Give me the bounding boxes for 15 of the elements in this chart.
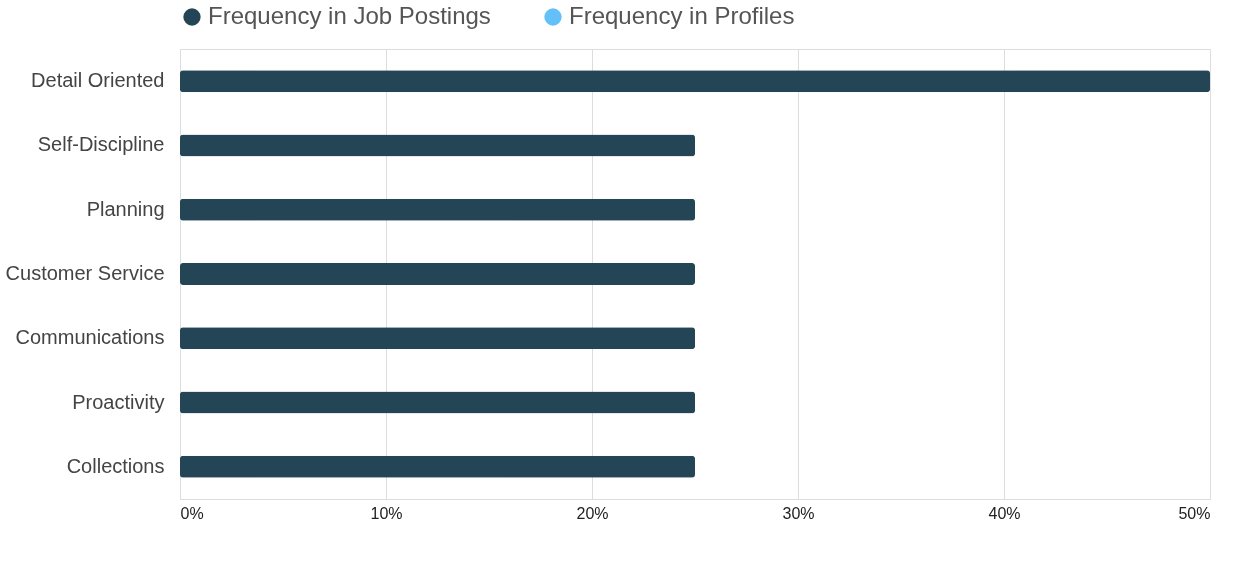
- legend-label: Frequency in Profiles: [569, 2, 795, 29]
- x-tick-label: 30%: [782, 504, 815, 522]
- x-tick-label: 0%: [180, 504, 204, 522]
- legend-label: Frequency in Job Postings: [208, 2, 491, 29]
- y-tick-label: Customer Service: [5, 262, 165, 284]
- y-tick-label: Self-Discipline: [37, 133, 165, 156]
- y-tick-label: Planning: [86, 197, 165, 220]
- x-tick-label: 10%: [370, 504, 403, 522]
- y-tick-label: Communications: [15, 326, 165, 349]
- x-tick-label: 50%: [1178, 504, 1211, 522]
- y-tick-label: Collections: [66, 454, 165, 477]
- x-tick-label: 40%: [988, 504, 1021, 522]
- y-tick-label: Detail Oriented: [31, 69, 165, 92]
- y-tick-label: Proactivity: [72, 390, 165, 413]
- x-tick-label: 20%: [576, 504, 609, 522]
